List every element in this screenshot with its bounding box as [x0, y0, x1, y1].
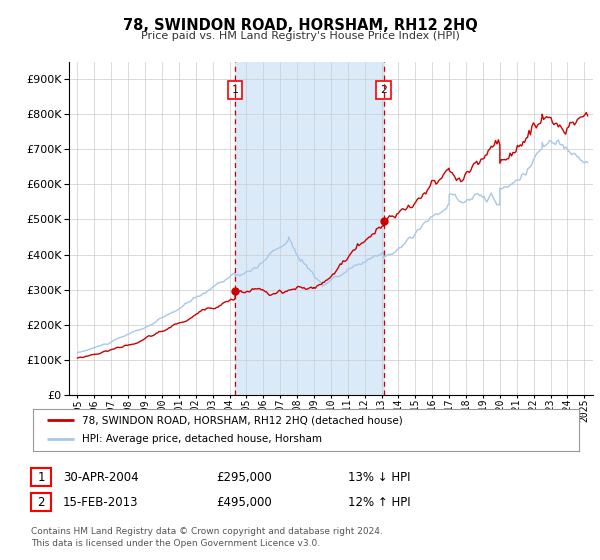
Text: HPI: Average price, detached house, Horsham: HPI: Average price, detached house, Hors… — [82, 435, 322, 445]
Text: £295,000: £295,000 — [216, 470, 272, 484]
Text: £495,000: £495,000 — [216, 496, 272, 509]
Text: 78, SWINDON ROAD, HORSHAM, RH12 2HQ (detached house): 78, SWINDON ROAD, HORSHAM, RH12 2HQ (det… — [82, 415, 403, 425]
Text: 1: 1 — [37, 470, 45, 484]
Bar — [235, 62, 383, 395]
Text: 2: 2 — [37, 496, 45, 509]
Text: 13% ↓ HPI: 13% ↓ HPI — [348, 470, 410, 484]
Text: Price paid vs. HM Land Registry's House Price Index (HPI): Price paid vs. HM Land Registry's House … — [140, 31, 460, 41]
Text: 15-FEB-2013: 15-FEB-2013 — [63, 496, 139, 509]
Text: This data is licensed under the Open Government Licence v3.0.: This data is licensed under the Open Gov… — [31, 539, 320, 548]
Text: Contains HM Land Registry data © Crown copyright and database right 2024.: Contains HM Land Registry data © Crown c… — [31, 528, 383, 536]
Text: 30-APR-2004: 30-APR-2004 — [63, 470, 139, 484]
Text: 2: 2 — [380, 85, 387, 95]
Text: 78, SWINDON ROAD, HORSHAM, RH12 2HQ: 78, SWINDON ROAD, HORSHAM, RH12 2HQ — [122, 18, 478, 33]
Text: 1: 1 — [232, 85, 238, 95]
Text: 12% ↑ HPI: 12% ↑ HPI — [348, 496, 410, 509]
